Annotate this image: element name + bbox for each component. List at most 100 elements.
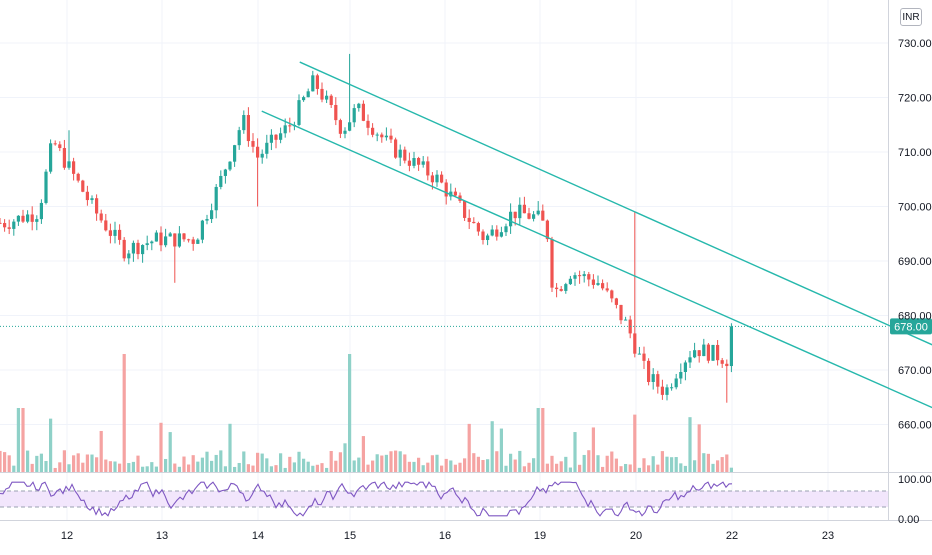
candle[interactable] xyxy=(182,232,186,242)
candle[interactable] xyxy=(637,346,641,355)
candle[interactable] xyxy=(269,129,273,151)
price-axis[interactable]: 730.00 720.00 710.00 700.00 690.00 680.00 670.… xyxy=(898,38,932,432)
candle[interactable] xyxy=(0,217,2,225)
candle[interactable] xyxy=(260,149,264,164)
candle[interactable] xyxy=(246,107,250,147)
candle[interactable] xyxy=(453,187,457,197)
candle[interactable] xyxy=(670,383,674,391)
candle[interactable] xyxy=(449,183,453,201)
candle[interactable] xyxy=(596,275,600,286)
rsi-pane[interactable]: 100.00 0.00 xyxy=(0,474,932,526)
candle[interactable] xyxy=(118,224,122,245)
candle[interactable] xyxy=(642,346,646,369)
candle[interactable] xyxy=(706,342,710,364)
trend-channel-line[interactable] xyxy=(299,61,932,408)
candle[interactable] xyxy=(164,228,168,248)
candle[interactable] xyxy=(3,219,7,232)
candle[interactable] xyxy=(440,171,444,184)
candle[interactable] xyxy=(348,53,352,132)
candle[interactable] xyxy=(223,168,227,184)
candle[interactable] xyxy=(21,209,25,224)
candle[interactable] xyxy=(191,236,195,251)
candle[interactable] xyxy=(44,169,48,205)
candle[interactable] xyxy=(297,94,301,127)
candle[interactable] xyxy=(338,118,342,139)
candle[interactable] xyxy=(302,95,306,102)
candle[interactable] xyxy=(481,229,485,245)
candle[interactable] xyxy=(85,185,89,206)
candle[interactable] xyxy=(7,219,11,235)
candle[interactable] xyxy=(352,104,356,128)
candle[interactable] xyxy=(361,100,365,122)
candle[interactable] xyxy=(720,357,724,368)
candle[interactable] xyxy=(674,373,678,390)
candle[interactable] xyxy=(504,223,508,236)
candle[interactable] xyxy=(242,110,246,134)
trend-channel-line[interactable] xyxy=(261,110,932,441)
candle[interactable] xyxy=(394,137,398,159)
candle[interactable] xyxy=(624,316,628,321)
candle[interactable] xyxy=(72,157,76,181)
candle[interactable] xyxy=(417,156,421,171)
candle[interactable] xyxy=(154,230,158,242)
candle[interactable] xyxy=(651,368,655,390)
time-axis[interactable]: 12 13 14 15 16 19 20 22 23 xyxy=(61,530,834,542)
candle[interactable] xyxy=(398,144,402,167)
candle[interactable] xyxy=(251,133,255,153)
candle[interactable] xyxy=(697,350,701,363)
candle[interactable] xyxy=(384,127,388,141)
candle[interactable] xyxy=(380,132,384,143)
candle[interactable] xyxy=(522,196,526,214)
candle[interactable] xyxy=(509,203,513,234)
candle[interactable] xyxy=(39,199,43,224)
candle[interactable] xyxy=(311,70,315,92)
candle[interactable] xyxy=(219,170,223,190)
candle[interactable] xyxy=(35,215,39,231)
candle[interactable] xyxy=(76,172,80,183)
candle[interactable] xyxy=(200,219,204,244)
candle[interactable] xyxy=(545,219,549,242)
candle[interactable] xyxy=(633,211,637,358)
candle[interactable] xyxy=(541,204,545,221)
candle[interactable] xyxy=(582,271,586,283)
candle[interactable] xyxy=(99,209,103,223)
candle[interactable] xyxy=(375,132,379,142)
candle[interactable] xyxy=(104,213,108,232)
candle[interactable] xyxy=(536,201,540,216)
candle[interactable] xyxy=(559,285,563,292)
candle-series[interactable] xyxy=(0,53,733,403)
candle[interactable] xyxy=(366,114,370,136)
candle[interactable] xyxy=(67,130,71,170)
candle[interactable] xyxy=(187,238,191,243)
candle[interactable] xyxy=(205,214,209,225)
candle[interactable] xyxy=(412,151,416,169)
candle[interactable] xyxy=(49,139,53,174)
candle[interactable] xyxy=(725,359,729,403)
candle[interactable] xyxy=(573,272,577,286)
candle[interactable] xyxy=(371,123,375,138)
candle[interactable] xyxy=(90,195,94,204)
candle[interactable] xyxy=(145,235,149,251)
candle[interactable] xyxy=(486,233,490,246)
candle[interactable] xyxy=(26,210,30,224)
candle[interactable] xyxy=(568,275,572,285)
candle[interactable] xyxy=(702,338,706,357)
candle[interactable] xyxy=(495,225,499,241)
candle[interactable] xyxy=(578,270,582,284)
candle[interactable] xyxy=(16,215,20,226)
candle[interactable] xyxy=(601,279,605,291)
candle[interactable] xyxy=(532,211,536,222)
candle[interactable] xyxy=(389,128,393,144)
candle[interactable] xyxy=(95,194,99,221)
candle[interactable] xyxy=(228,161,232,172)
candle[interactable] xyxy=(288,117,292,133)
candle[interactable] xyxy=(564,282,568,294)
candle[interactable] xyxy=(81,179,85,193)
candle[interactable] xyxy=(30,206,34,231)
candle[interactable] xyxy=(665,384,669,401)
candle[interactable] xyxy=(141,244,145,263)
candle[interactable] xyxy=(173,233,177,283)
candle[interactable] xyxy=(150,240,154,251)
